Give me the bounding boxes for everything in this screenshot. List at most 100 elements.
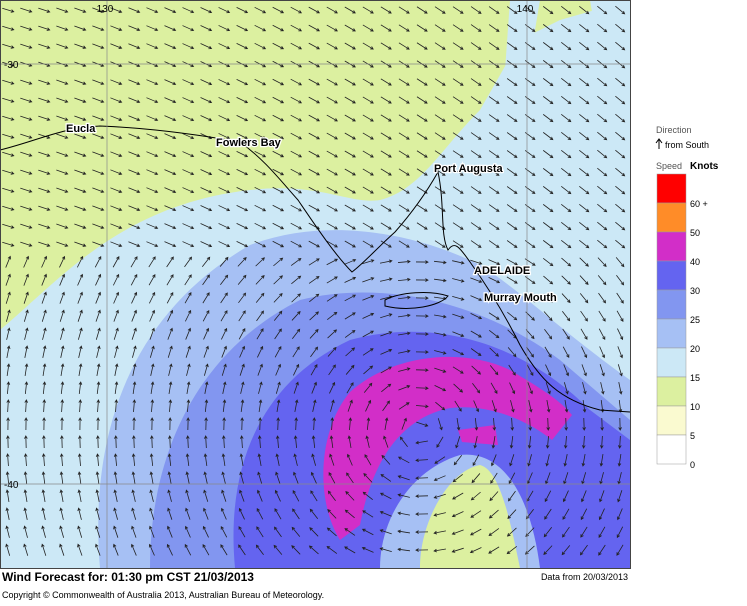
wind-arrow bbox=[20, 133, 33, 139]
wind-arrow bbox=[542, 258, 554, 267]
wind-arrow bbox=[380, 348, 393, 355]
wind-arrow bbox=[579, 23, 590, 33]
wind-arrow bbox=[562, 328, 570, 340]
wind-arrow bbox=[542, 168, 554, 177]
wind-arrow bbox=[274, 489, 281, 502]
wind-arrow bbox=[60, 345, 65, 358]
wind-arrow bbox=[6, 363, 11, 376]
wind-arrow bbox=[398, 42, 410, 50]
wind-arrow bbox=[292, 508, 300, 520]
wind-arrow bbox=[472, 454, 480, 467]
wind-arrow bbox=[168, 417, 172, 431]
wind-arrow bbox=[236, 7, 249, 14]
wind-arrow bbox=[398, 186, 410, 194]
wind-arrow bbox=[110, 241, 123, 247]
wind-arrow bbox=[563, 435, 568, 449]
wind-arrow bbox=[470, 259, 483, 265]
wind-arrow bbox=[379, 547, 392, 553]
wind-arrow bbox=[579, 77, 590, 87]
wind-arrow bbox=[326, 150, 338, 158]
wind-arrow bbox=[60, 399, 65, 413]
wind-arrow bbox=[346, 453, 353, 466]
wind-arrow bbox=[95, 309, 101, 322]
wind-arrow bbox=[56, 169, 69, 175]
wind-arrow bbox=[434, 132, 446, 140]
wind-arrow bbox=[561, 545, 571, 556]
wind-arrow bbox=[380, 474, 392, 482]
legend-swatch bbox=[656, 376, 687, 407]
legend-speed-title: Speed bbox=[656, 161, 682, 171]
wind-arrow bbox=[326, 96, 338, 104]
wind-arrow bbox=[254, 114, 267, 122]
wind-arrow bbox=[580, 526, 588, 538]
wind-arrow bbox=[561, 240, 572, 249]
wind-arrow bbox=[258, 399, 263, 412]
wind-arrow bbox=[415, 296, 429, 300]
wind-arrow bbox=[236, 115, 249, 122]
wind-arrow bbox=[168, 363, 173, 376]
wind-arrow bbox=[526, 472, 533, 485]
wind-arrow bbox=[473, 400, 480, 413]
wind-arrow bbox=[546, 400, 551, 413]
legend-label: 25 bbox=[690, 315, 700, 325]
wind-arrow bbox=[433, 475, 446, 482]
wind-arrow bbox=[330, 417, 335, 431]
wind-arrow bbox=[506, 6, 518, 14]
wind-arrow bbox=[6, 309, 11, 322]
wind-arrow bbox=[470, 24, 482, 32]
wind-arrow bbox=[617, 454, 622, 467]
wind-arrow bbox=[471, 365, 481, 375]
wind-arrow bbox=[114, 345, 119, 358]
wind-arrow bbox=[146, 151, 159, 158]
wind-arrow bbox=[470, 312, 483, 320]
wind-arrow bbox=[579, 167, 590, 177]
wind-arrow bbox=[506, 96, 518, 104]
wind-arrow bbox=[164, 187, 177, 194]
wind-arrow bbox=[365, 399, 372, 412]
wind-arrow bbox=[168, 381, 173, 394]
wind-arrow bbox=[308, 186, 320, 194]
wind-arrow bbox=[416, 150, 428, 158]
wind-arrow bbox=[542, 186, 554, 195]
speed-area bbox=[420, 465, 520, 568]
wind-arrow bbox=[362, 24, 374, 32]
wind-arrow bbox=[308, 132, 320, 140]
wind-arrow bbox=[471, 473, 481, 484]
wind-arrow bbox=[6, 399, 10, 413]
legend-label: 5 bbox=[690, 431, 695, 441]
wind-arrow bbox=[38, 187, 51, 193]
wind-arrow bbox=[434, 278, 447, 283]
wind-arrow bbox=[451, 529, 464, 535]
wind-arrow bbox=[415, 278, 429, 282]
wind-arrow bbox=[506, 114, 518, 122]
legend-swatch bbox=[656, 231, 687, 262]
wind-arrow bbox=[452, 168, 464, 176]
wind-arrow bbox=[362, 42, 374, 50]
wind-arrow bbox=[203, 363, 209, 376]
wind-arrow bbox=[273, 292, 283, 303]
legend-label: 10 bbox=[690, 402, 700, 412]
map: 130 140 -30 -40 Eucla Fowlers Bay Port Augusta… bbox=[0, 0, 631, 569]
wind-arrow bbox=[292, 328, 301, 339]
wind-arrow bbox=[77, 327, 83, 340]
wind-arrow bbox=[113, 543, 119, 556]
wind-arrow bbox=[456, 418, 461, 431]
wind-arrow bbox=[276, 399, 281, 412]
legend-label: 60 + bbox=[690, 199, 708, 209]
wind-arrow bbox=[74, 97, 87, 103]
wind-arrow bbox=[416, 132, 428, 140]
wind-arrow bbox=[218, 97, 231, 104]
wind-arrow bbox=[254, 78, 267, 86]
wind-arrow bbox=[60, 363, 65, 376]
wind-arrow bbox=[218, 133, 231, 140]
wind-arrow bbox=[20, 205, 33, 211]
wind-arrow bbox=[56, 223, 69, 229]
wind-arrow bbox=[433, 512, 446, 517]
wind-arrow bbox=[59, 525, 65, 538]
wind-arrow bbox=[542, 222, 554, 231]
wind-arrow bbox=[579, 185, 590, 195]
wind-arrow bbox=[24, 363, 29, 376]
wind-arrow bbox=[238, 507, 245, 520]
wind-arrow bbox=[38, 205, 51, 211]
wind-arrow bbox=[380, 259, 393, 264]
